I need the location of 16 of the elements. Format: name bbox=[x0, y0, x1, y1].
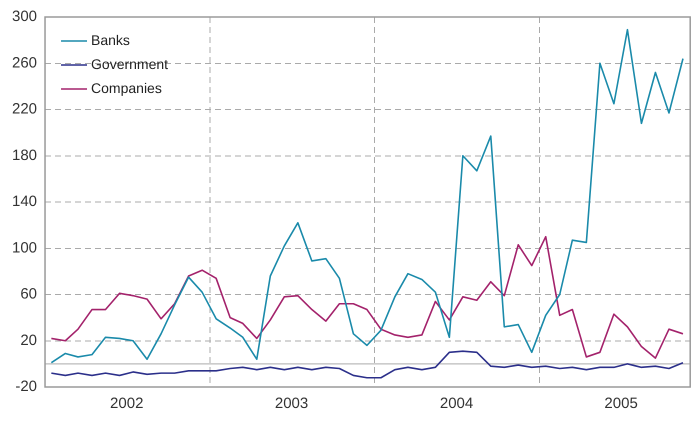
y-tick-label: 60 bbox=[20, 286, 38, 303]
x-tick-label: 2003 bbox=[274, 395, 308, 412]
y-tick-label: 180 bbox=[12, 146, 38, 164]
y-tick-label: 100 bbox=[12, 239, 38, 256]
y-tick-label: -20 bbox=[15, 378, 38, 396]
legend-label: Companies bbox=[91, 80, 162, 96]
y-tick-label: 20 bbox=[20, 332, 38, 349]
y-tick-label: 220 bbox=[12, 100, 38, 118]
y-tick-label: 260 bbox=[12, 54, 38, 72]
legend-label: Government bbox=[91, 56, 168, 72]
x-tick-label: 2002 bbox=[110, 395, 144, 412]
x-tick-label: 2005 bbox=[604, 395, 638, 412]
legend-label: Banks bbox=[91, 32, 130, 48]
y-tick-label: 140 bbox=[12, 193, 38, 210]
x-tick-label: 2004 bbox=[440, 395, 474, 412]
y-tick-label: 300 bbox=[12, 8, 38, 26]
